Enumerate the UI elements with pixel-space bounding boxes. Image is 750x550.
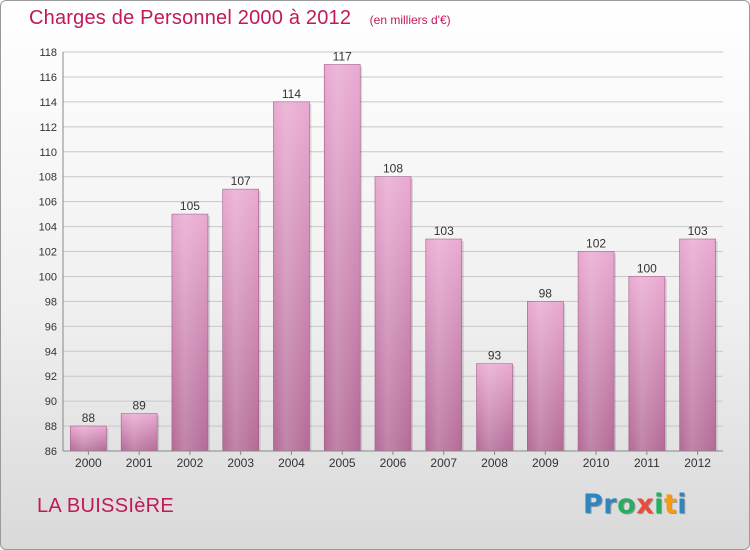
y-tick-label: 90 (45, 396, 57, 408)
commune-name: LA BUISSIèRE (37, 495, 174, 517)
bar-highlight (324, 64, 361, 451)
x-tick-label: 2002 (177, 456, 204, 470)
bar-value-label: 102 (586, 237, 606, 251)
bar-value-label: 107 (231, 174, 251, 188)
x-tick-label: 2010 (583, 456, 610, 470)
bar-highlight (476, 363, 513, 451)
x-tick-label: 2008 (481, 456, 508, 470)
bar-highlight (375, 176, 411, 451)
x-tick-label: 2001 (126, 456, 153, 470)
bar-highlight (425, 239, 462, 451)
x-tick-label: 2012 (684, 456, 711, 470)
bar-value-label: 98 (539, 286, 553, 300)
bar-highlight (679, 239, 716, 451)
x-tick-label: 2005 (329, 456, 356, 470)
x-tick-label: 2000 (75, 456, 102, 470)
labels: 86 88 90 92 94 96 98 100 102 104 106 108 110 112 114 11… (39, 47, 712, 470)
title-row: Charges de Personnel 2000 à 2012 (en mil… (29, 7, 451, 30)
bar-value-label: 108 (383, 162, 403, 176)
logo-letter: i (677, 489, 688, 520)
bar-highlight (121, 413, 158, 451)
bar-highlight (171, 214, 208, 451)
bar-value-label: 103 (688, 224, 708, 238)
y-tick-label: 110 (39, 147, 57, 159)
chart-subtitle: (en milliers d'€) (369, 13, 451, 27)
bar-value-label: 100 (637, 261, 657, 275)
bar-value-label: 93 (488, 349, 502, 363)
logo-letter: x (636, 489, 655, 520)
y-tick-label: 94 (45, 346, 57, 358)
bar-value-label: 114 (282, 87, 301, 101)
x-tick-label: 2011 (634, 456, 660, 470)
bar-value-label: 117 (333, 49, 352, 63)
logo-letter: P (583, 489, 604, 520)
y-tick-label: 92 (45, 371, 57, 383)
bar-highlight (222, 189, 259, 451)
y-tick-label: 112 (39, 122, 57, 134)
bar-highlight (578, 251, 615, 451)
bar-highlight (628, 276, 665, 451)
x-tick-label: 2003 (227, 456, 254, 470)
bar-value-label: 105 (180, 199, 200, 213)
y-tick-label: 86 (45, 446, 57, 458)
y-tick-label: 118 (39, 47, 57, 59)
y-tick-label: 102 (39, 247, 57, 259)
bar-value-label: 88 (82, 411, 96, 425)
bars (70, 64, 718, 452)
y-tick-label: 106 (39, 197, 57, 209)
x-tick-label: 2006 (380, 456, 407, 470)
y-tick-label: 116 (39, 72, 57, 84)
bar-highlight (273, 101, 310, 451)
y-tick-label: 114 (39, 97, 57, 109)
chart-title: Charges de Personnel 2000 à 2012 (29, 7, 352, 29)
y-tick-label: 96 (45, 321, 57, 333)
y-tick-label: 108 (39, 172, 57, 184)
x-tick-label: 2004 (278, 456, 305, 470)
bar-value-label: 103 (434, 224, 454, 238)
x-tick-label: 2007 (430, 456, 457, 470)
logo-letter: r (603, 489, 618, 520)
y-tick-label: 88 (45, 421, 57, 433)
proxiti-logo: Proxiti (583, 489, 687, 520)
y-tick-label: 98 (45, 296, 57, 308)
y-tick-label: 104 (39, 222, 57, 234)
bar-value-label: 89 (132, 399, 146, 413)
logo-letter: o (617, 489, 637, 520)
y-tick-label: 100 (39, 271, 57, 283)
logo-letter: i (654, 489, 664, 520)
logo-letter: t (663, 489, 678, 520)
bar-highlight (70, 426, 107, 451)
bar-highlight (527, 301, 564, 451)
axes (62, 52, 723, 455)
x-tick-label: 2009 (532, 456, 559, 470)
